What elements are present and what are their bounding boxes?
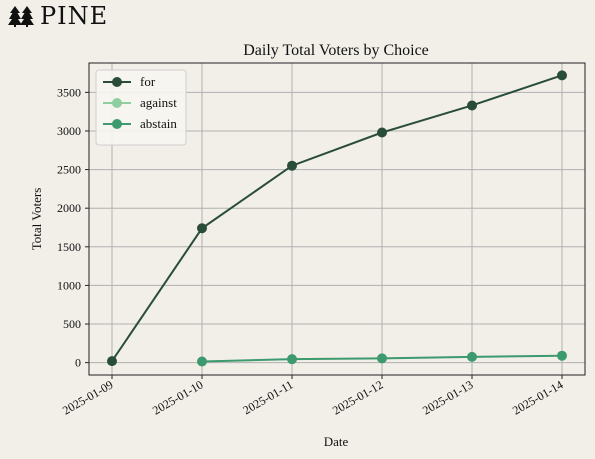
- series-lines: [107, 70, 567, 367]
- x-axis-label: Date: [324, 434, 349, 449]
- data-point-abstain: [557, 350, 567, 361]
- plot-frame: [88, 62, 586, 376]
- chart-title: Daily Total Voters by Choice: [243, 42, 429, 59]
- legend: for against abstain: [95, 69, 187, 146]
- y-tick-label: 500: [63, 317, 81, 331]
- data-point-for: [557, 70, 567, 81]
- legend-marker-abstain: [112, 119, 122, 129]
- y-tick-label: 3000: [57, 124, 81, 138]
- x-tick-label: 2025-01-12: [330, 377, 385, 417]
- x-tick-label: 2025-01-10: [150, 377, 205, 417]
- data-point-abstain: [377, 353, 387, 364]
- y-tick-label: 2500: [57, 163, 81, 177]
- pine-trees-icon: [8, 6, 34, 27]
- brand-logo: PINE: [8, 2, 108, 30]
- brand-name: PINE: [40, 2, 109, 30]
- legend-marker-against: [112, 98, 122, 108]
- y-tick-label: 3500: [57, 85, 81, 99]
- legend-label-against: against: [140, 95, 177, 110]
- series-line-for: [111, 74, 563, 362]
- y-axis-label: Total Voters: [29, 188, 44, 251]
- grid: [89, 63, 585, 375]
- data-point-abstain: [467, 351, 477, 362]
- data-point-for: [107, 356, 117, 367]
- data-point-abstain: [287, 354, 297, 365]
- legend-label-abstain: abstain: [140, 116, 177, 131]
- legend-label-for: for: [140, 74, 156, 89]
- x-tick-label: 2025-01-13: [420, 377, 475, 417]
- y-tick-label: 1000: [57, 278, 81, 292]
- x-tick-label: 2025-01-11: [240, 377, 295, 417]
- x-tick-label: 2025-01-09: [60, 377, 115, 417]
- y-tick-label: 1500: [57, 240, 81, 254]
- data-point-for: [197, 223, 207, 234]
- legend-marker-for: [112, 77, 122, 87]
- data-point-for: [377, 127, 387, 138]
- x-tick-label: 2025-01-14: [510, 377, 565, 417]
- y-tick-label: 2000: [57, 201, 81, 215]
- data-point-for: [287, 160, 297, 171]
- data-point-abstain: [197, 356, 207, 367]
- y-tick-label: 0: [75, 356, 81, 370]
- data-point-for: [467, 100, 477, 111]
